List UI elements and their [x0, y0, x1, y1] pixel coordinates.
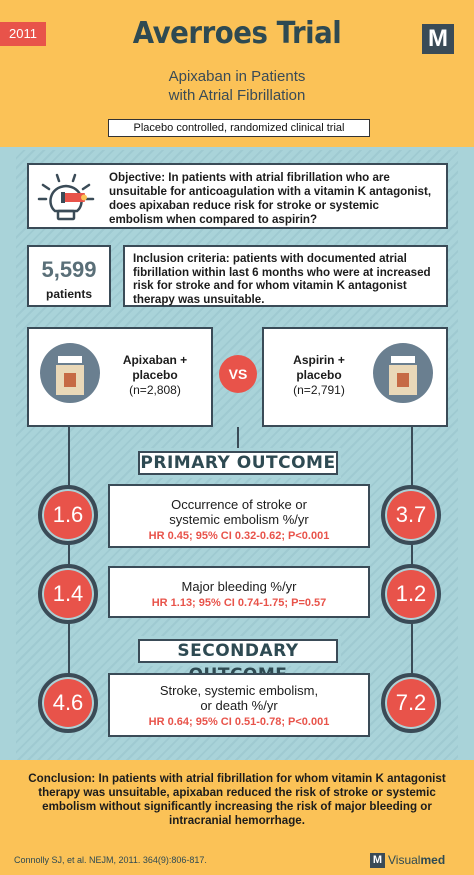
outcome-stat: HR 0.64; 95% CI 0.51-0.78; P<0.001: [148, 716, 330, 728]
arm-aspirin-line2: placebo: [296, 368, 342, 382]
arm-apixaban-text: Apixaban + placebo (n=2,808): [105, 353, 205, 398]
outcome-stat: HR 0.45; 95% CI 0.32-0.62; P<0.001: [148, 530, 330, 542]
header: 2011 Averroes Trial M Apixaban in Patien…: [0, 0, 474, 147]
patients-label: patients: [45, 287, 92, 301]
visualmed-logo: M Visualmed: [370, 852, 445, 868]
outcome-card-bleeding: Major bleeding %/yr HR 1.13; 95% CI 0.74…: [108, 566, 370, 618]
visualmed-logo-mark: M: [370, 852, 385, 868]
inclusion-card: Inclusion criteria: patients with docume…: [123, 245, 448, 307]
visualmed-logo-text: Visualmed: [388, 853, 446, 867]
lightbulb-icon: [37, 173, 95, 221]
arm-aspirin-text: Aspirin + placebo (n=2,791): [270, 353, 368, 398]
connector-left: [68, 427, 70, 697]
objective-text: Objective: In patients with atrial fibri…: [109, 171, 432, 226]
medscape-logo: M: [422, 24, 454, 54]
conclusion-text: Conclusion: In patients with atrial fibr…: [28, 772, 446, 827]
outcome-title-line2: systemic embolism %/yr: [169, 512, 309, 527]
year-badge: 2011: [0, 22, 46, 46]
arm-aspirin-line1: Aspirin +: [293, 353, 345, 367]
connector-right: [411, 427, 413, 697]
outcome-title-line1: Stroke, systemic embolism,: [159, 683, 319, 698]
citation: Connolly SJ, et al. NEJM, 2011. 364(9):8…: [14, 855, 207, 865]
outcome-title-line2: or death %/yr: [200, 698, 278, 713]
arm-apixaban-line1: Apixaban +: [122, 353, 188, 367]
outcome-card-death: Stroke, systemic embolism, or death %/yr…: [108, 673, 370, 737]
outcome-value-aspirin: 7.2: [381, 673, 441, 733]
outcome-card-stroke: Occurrence of stroke or systemic embolis…: [108, 484, 370, 548]
primary-outcome-banner: PRIMARY OUTCOME: [135, 448, 341, 478]
outcome-value-apixaban: 4.6: [38, 673, 98, 733]
outcome-title-line1: Major bleeding %/yr: [181, 579, 297, 594]
arm-aspirin-n: (n=2,791): [293, 383, 345, 397]
patients-card: 5,599 patients: [27, 245, 111, 307]
secondary-outcome-banner: SECONDARY OUTCOME: [135, 636, 341, 685]
outcome-value-aspirin: 3.7: [381, 485, 441, 545]
pill-bottle-icon: [373, 343, 433, 403]
subtitle-line-2: with Atrial Fibrillation: [168, 87, 306, 104]
subtitle-line-1: Apixaban in Patients: [168, 68, 306, 85]
outcome-value-aspirin: 1.2: [381, 564, 441, 624]
patients-count: 5,599: [41, 257, 97, 282]
outcome-stat: HR 1.13; 95% CI 0.74-1.75; P=0.57: [151, 597, 327, 609]
outcome-value-apixaban: 1.6: [38, 485, 98, 545]
objective-card: Objective: In patients with atrial fibri…: [27, 163, 448, 229]
arm-apixaban-line2: placebo: [132, 368, 178, 382]
conclusion-section: [0, 760, 474, 875]
vs-badge: VS: [219, 355, 257, 393]
pill-bottle-icon: [40, 343, 100, 403]
arm-apixaban-n: (n=2,808): [129, 383, 181, 397]
arm-apixaban-card: Apixaban + placebo (n=2,808): [27, 327, 213, 427]
connector-center: [237, 427, 239, 448]
page-title: Averroes Trial: [132, 16, 342, 51]
outcome-value-apixaban: 1.4: [38, 564, 98, 624]
trial-type-label: Placebo controlled, randomized clinical …: [108, 119, 370, 137]
inclusion-text: Inclusion criteria: patients with docume…: [133, 252, 431, 306]
outcome-title-line1: Occurrence of stroke or: [171, 497, 307, 512]
arm-aspirin-card: Aspirin + placebo (n=2,791): [262, 327, 448, 427]
subtitle: Apixaban in Patients with Atrial Fibrill…: [0, 67, 474, 105]
